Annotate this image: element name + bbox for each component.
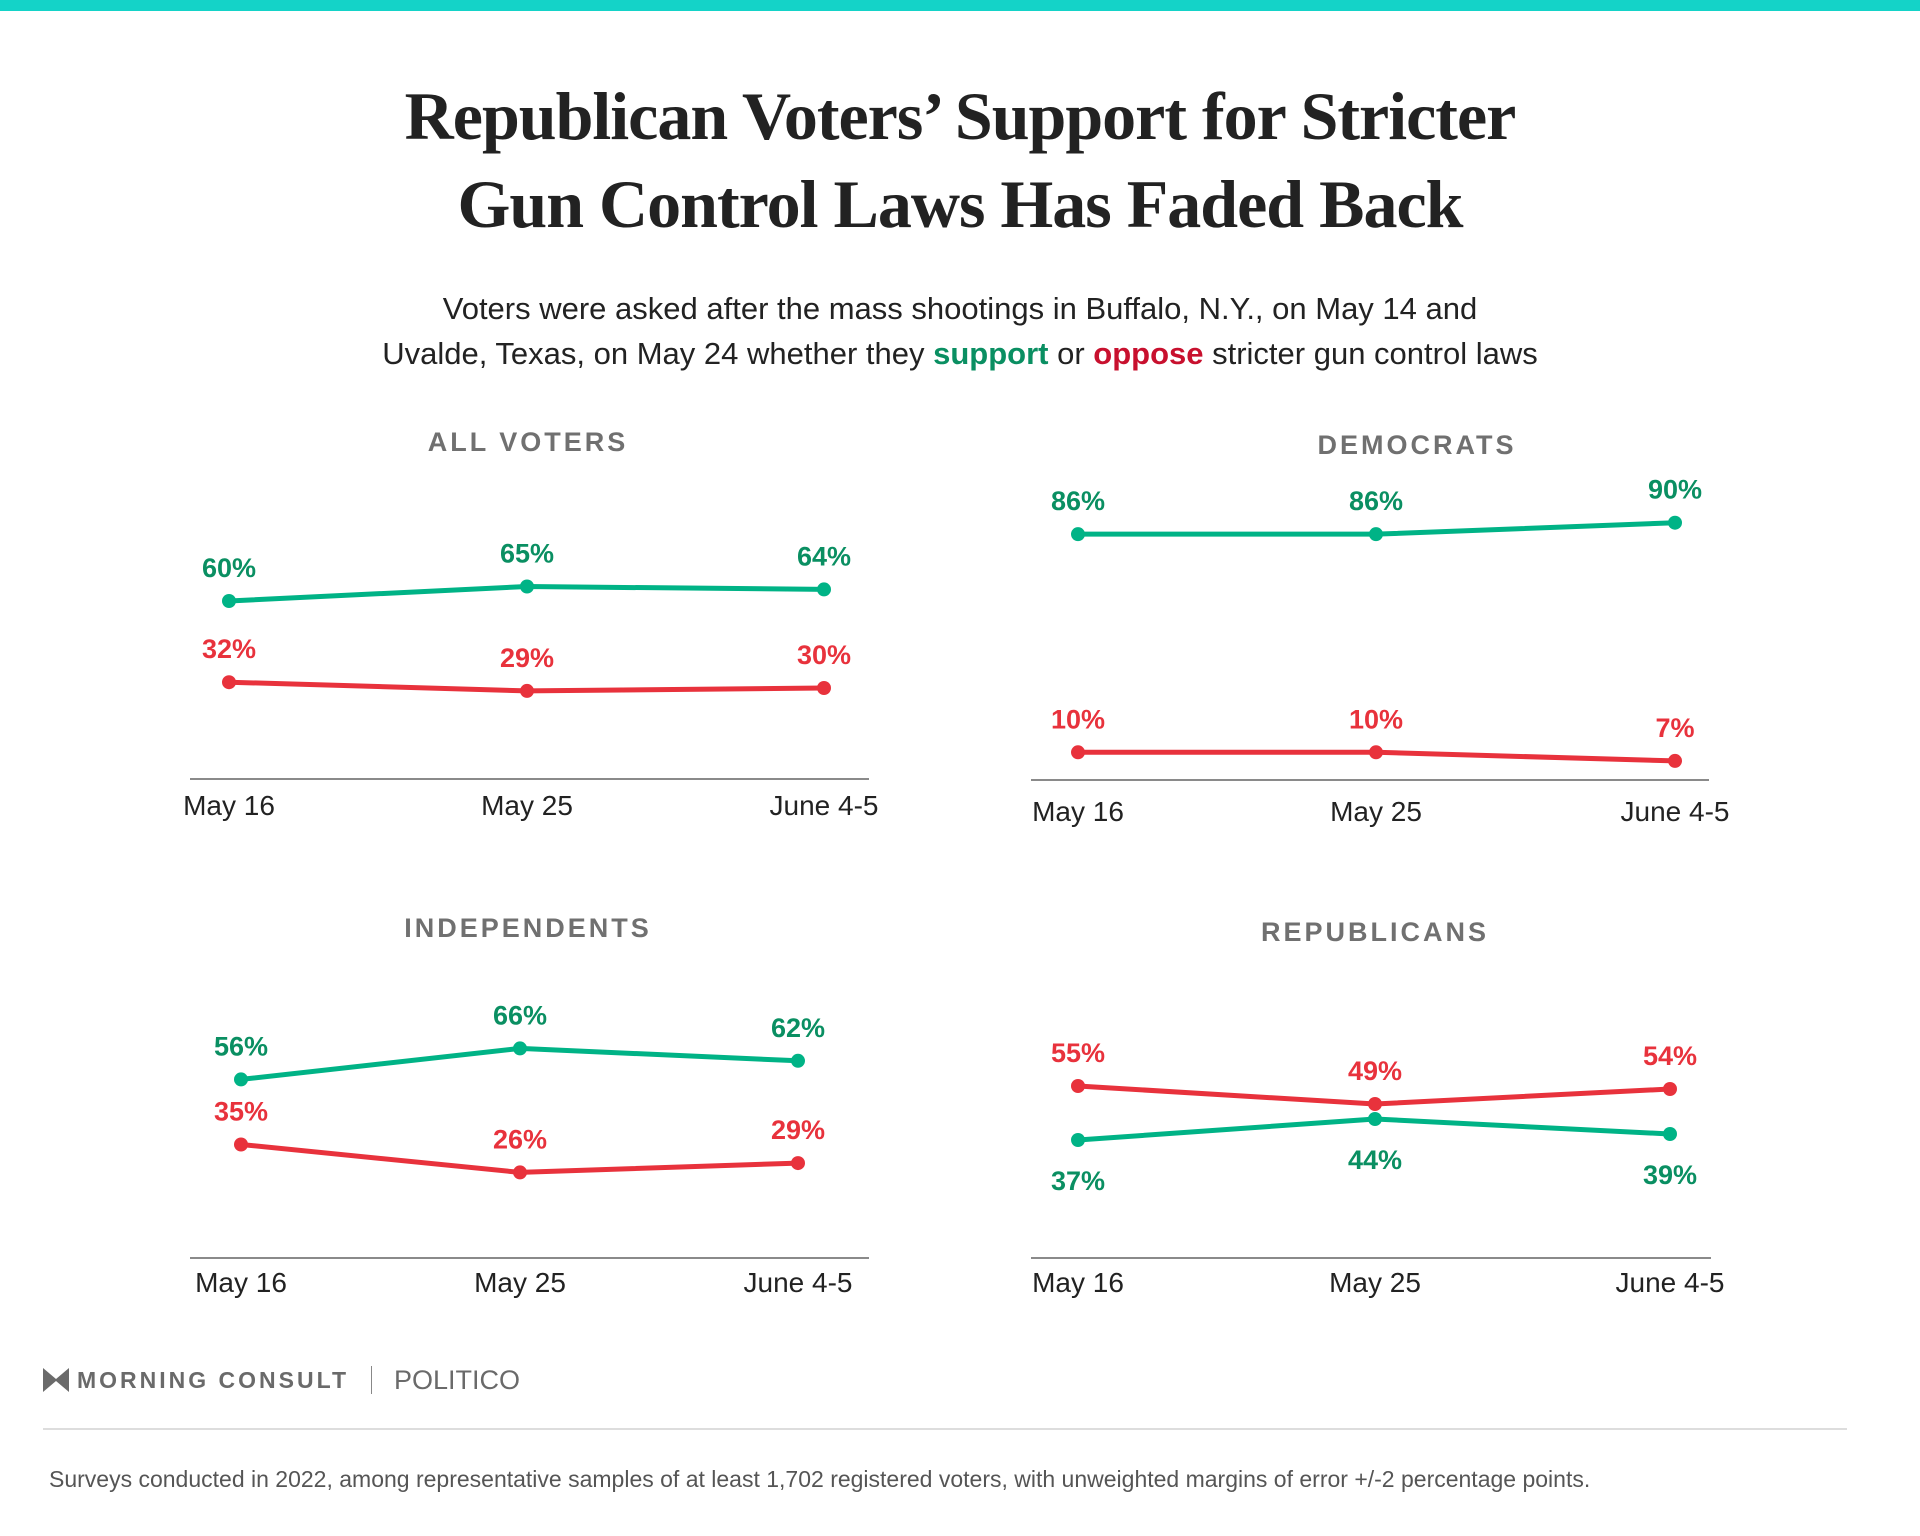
- support-value-label: 44%: [1348, 1145, 1402, 1175]
- support-point: [1663, 1127, 1677, 1141]
- x-tick-label: May 16: [1032, 1267, 1124, 1298]
- oppose-point: [222, 675, 236, 690]
- legend-oppose: oppose: [1093, 336, 1204, 371]
- footer-logos: MORNING CONSULT POLITICO: [43, 1364, 520, 1396]
- oppose-value-label: 10%: [1349, 704, 1403, 734]
- oppose-value-label: 54%: [1643, 1041, 1697, 1071]
- oppose-point: [1369, 745, 1383, 760]
- title-line-2: Gun Control Laws Has Faded Back: [457, 166, 1464, 242]
- x-tick-label: May 16: [195, 1267, 287, 1298]
- x-tick-label: May 16: [1032, 796, 1124, 827]
- oppose-value-label: 49%: [1348, 1056, 1402, 1086]
- support-point: [1368, 1112, 1382, 1126]
- support-value-label: 65%: [500, 539, 554, 569]
- oppose-point: [234, 1137, 248, 1152]
- x-tick-label: May 25: [1330, 796, 1422, 827]
- oppose-value-label: 10%: [1051, 704, 1105, 734]
- support-value-label: 86%: [1051, 486, 1105, 516]
- oppose-point: [817, 681, 831, 695]
- support-value-label: 90%: [1648, 475, 1702, 505]
- oppose-value-label: 29%: [500, 643, 554, 673]
- support-point: [520, 579, 534, 594]
- subtitle-text: stricter gun control laws: [1203, 336, 1538, 371]
- chart-title: Republican Voters’ Support for Stricter …: [0, 72, 1920, 248]
- footer-divider: [43, 1428, 1847, 1430]
- title-line-1: Republican Voters’ Support for Stricter: [404, 78, 1517, 154]
- brand-politico: POLITICO: [394, 1364, 521, 1395]
- oppose-point: [1071, 1079, 1085, 1093]
- x-tick-label: May 16: [183, 790, 275, 821]
- logo-separator: [371, 1366, 373, 1394]
- panel-title: ALL VOTERS: [428, 427, 629, 457]
- support-point: [791, 1053, 805, 1068]
- panel-title: INDEPENDENTS: [404, 913, 652, 943]
- x-tick-label: June 4-5: [1621, 796, 1730, 827]
- oppose-point: [513, 1165, 527, 1180]
- x-tick-label: May 25: [481, 790, 573, 821]
- x-tick-label: May 25: [1329, 1267, 1421, 1298]
- x-tick-label: May 25: [474, 1267, 566, 1298]
- legend-support: support: [933, 336, 1049, 371]
- oppose-point: [1663, 1082, 1677, 1096]
- support-value-label: 37%: [1051, 1166, 1105, 1196]
- oppose-point: [1071, 745, 1085, 760]
- support-point: [1071, 527, 1085, 542]
- subtitle-line-1: Voters were asked after the mass shootin…: [442, 291, 1478, 326]
- support-point: [234, 1072, 248, 1087]
- morning-consult-logo-icon: [43, 1368, 69, 1392]
- support-value-label: 56%: [214, 1031, 268, 1061]
- panel-title: REPUBLICANS: [1261, 917, 1489, 947]
- support-value-label: 66%: [493, 1000, 547, 1030]
- x-tick-label: June 4-5: [770, 790, 879, 821]
- support-value-label: 39%: [1643, 1160, 1697, 1190]
- oppose-point: [520, 683, 534, 698]
- accent-bar: [0, 0, 1920, 11]
- subtitle-text: or: [1048, 336, 1094, 371]
- oppose-point: [791, 1156, 805, 1171]
- support-value-label: 64%: [797, 541, 851, 571]
- support-point: [1369, 527, 1383, 542]
- subtitle-text: Uvalde, Texas, on May 24 whether they: [382, 336, 934, 371]
- oppose-value-label: 29%: [771, 1115, 825, 1145]
- oppose-point: [1668, 753, 1682, 768]
- support-value-label: 60%: [202, 553, 256, 583]
- support-point: [1668, 515, 1682, 530]
- oppose-value-label: 30%: [797, 640, 851, 670]
- brand-morning-consult: MORNING CONSULT: [77, 1366, 350, 1393]
- footnote: Surveys conducted in 2022, among represe…: [49, 1466, 1591, 1492]
- panel-title: DEMOCRATS: [1318, 430, 1517, 460]
- x-tick-label: June 4-5: [744, 1267, 853, 1298]
- x-tick-label: June 4-5: [1616, 1267, 1725, 1298]
- subtitle-line-2: Uvalde, Texas, on May 24 whether they su…: [0, 331, 1920, 376]
- oppose-value-label: 26%: [493, 1124, 547, 1154]
- oppose-value-label: 7%: [1655, 713, 1694, 743]
- oppose-point: [1368, 1097, 1382, 1111]
- support-point: [817, 582, 831, 597]
- support-value-label: 86%: [1349, 486, 1403, 516]
- oppose-value-label: 35%: [214, 1097, 268, 1127]
- support-value-label: 62%: [771, 1013, 825, 1043]
- oppose-value-label: 32%: [202, 634, 256, 664]
- support-point: [222, 594, 236, 608]
- oppose-value-label: 55%: [1051, 1038, 1105, 1068]
- chart-subtitle: Voters were asked after the mass shootin…: [0, 286, 1920, 376]
- support-point: [513, 1041, 527, 1056]
- support-point: [1071, 1133, 1085, 1147]
